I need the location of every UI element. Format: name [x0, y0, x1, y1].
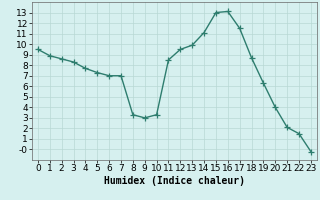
X-axis label: Humidex (Indice chaleur): Humidex (Indice chaleur)	[104, 176, 245, 186]
